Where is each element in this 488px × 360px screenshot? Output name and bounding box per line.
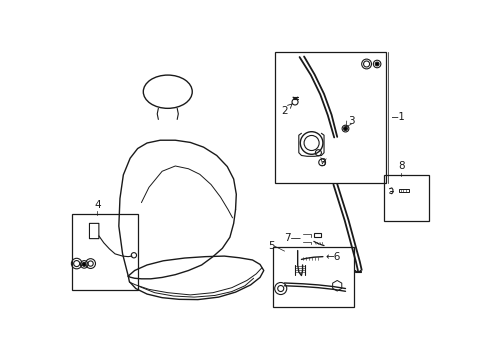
- Text: 3: 3: [347, 116, 354, 126]
- Bar: [72, 214, 138, 290]
- Text: 7—: 7—: [284, 233, 301, 243]
- Circle shape: [82, 262, 86, 266]
- Bar: [399, 189, 408, 192]
- Text: —1: —1: [391, 112, 404, 122]
- Text: 4: 4: [94, 199, 101, 210]
- Bar: [384, 175, 428, 221]
- Circle shape: [343, 127, 346, 130]
- Circle shape: [374, 62, 378, 66]
- Bar: [275, 51, 386, 183]
- Text: ←6: ←6: [325, 252, 341, 262]
- Text: 3: 3: [319, 158, 325, 168]
- Bar: [273, 247, 353, 306]
- Text: 2: 2: [281, 103, 292, 116]
- Text: 8: 8: [397, 161, 404, 171]
- Bar: [313, 233, 321, 237]
- Text: 5: 5: [267, 240, 274, 251]
